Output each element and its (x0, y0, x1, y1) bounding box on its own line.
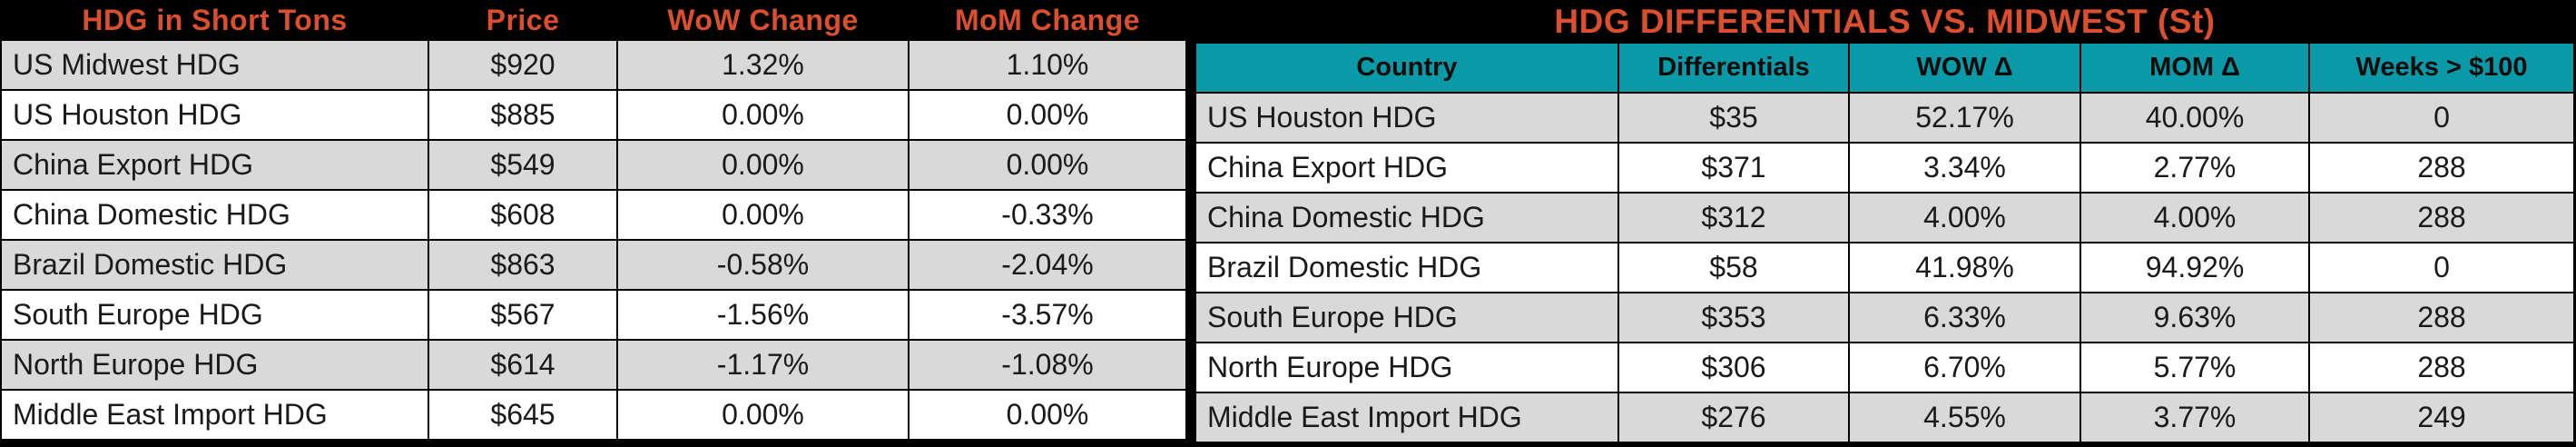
region-name-cell: North Europe HDG (0, 339, 429, 391)
country-name-cell: China Domestic HDG (1195, 192, 1619, 243)
wow-change-cell: -1.17% (616, 339, 909, 391)
wow-delta-cell: 4.00% (1848, 192, 2081, 243)
left-table-row: US Houston HDG $885 0.00% 0.00% (0, 89, 1187, 141)
mom-change-cell: -2.04% (908, 239, 1187, 291)
left-table-title: HDG in Short Tons (0, 0, 429, 41)
right-table-title-row: HDG DIFFERENTIALS VS. MIDWEST (St) (1194, 0, 2576, 44)
right-table-row: US Houston HDG $35 52.17% 40.00% 0 (1195, 92, 2576, 144)
price-cell: $885 (428, 89, 618, 141)
left-table-row: China Domestic HDG $608 0.00% -0.33% (0, 189, 1187, 241)
hdg-short-tons-table: HDG in Short Tons Price WoW Change MoM C… (0, 0, 1187, 441)
region-name-cell: South Europe HDG (0, 289, 429, 341)
left-table-row: US Midwest HDG $920 1.32% 1.10% (0, 39, 1187, 91)
wow-change-cell: 0.00% (616, 89, 909, 141)
weeks-over-100-column-header: Weeks > $100 (2307, 42, 2576, 94)
weeks-over-100-cell: 288 (2307, 142, 2576, 194)
differential-cell: $35 (1617, 92, 1850, 144)
wow-change-cell: -1.56% (616, 289, 909, 341)
differential-cell: $353 (1617, 292, 1850, 343)
differential-cell: $276 (1617, 392, 1850, 443)
differential-cell: $306 (1617, 342, 1850, 393)
mom-delta-cell: 40.00% (2079, 92, 2310, 144)
weeks-over-100-cell: 0 (2307, 92, 2576, 144)
right-table-row: China Domestic HDG $312 4.00% 4.00% 288 (1195, 192, 2576, 243)
right-table-header-row: Country Differentials WOW Δ MOM Δ Weeks … (1195, 42, 2576, 94)
price-cell: $863 (428, 239, 618, 291)
country-name-cell: US Houston HDG (1195, 92, 1619, 144)
weeks-over-100-cell: 0 (2307, 242, 2576, 293)
country-name-cell: South Europe HDG (1195, 292, 1619, 343)
wow-change-column-header: WoW Change (616, 0, 909, 41)
differential-cell: $58 (1617, 242, 1850, 293)
weeks-over-100-cell: 288 (2307, 342, 2576, 393)
wow-delta-cell: 4.55% (1848, 392, 2081, 443)
mom-change-cell: -0.33% (908, 189, 1187, 241)
wow-change-cell: 0.00% (616, 139, 909, 191)
mom-delta-cell: 5.77% (2079, 342, 2310, 393)
wow-delta-cell: 41.98% (1848, 242, 2081, 293)
mom-delta-cell: 2.77% (2079, 142, 2310, 194)
region-name-cell: Middle East Import HDG (0, 389, 429, 441)
weeks-over-100-cell: 249 (2307, 392, 2576, 443)
price-column-header: Price (428, 0, 618, 41)
weeks-over-100-cell: 288 (2307, 192, 2576, 243)
weeks-over-100-cell: 288 (2307, 292, 2576, 343)
differentials-column-header: Differentials (1617, 42, 1850, 94)
mom-change-column-header: MoM Change (908, 0, 1187, 41)
left-table-row: Middle East Import HDG $645 0.00% 0.00% (0, 389, 1187, 441)
country-name-cell: Middle East Import HDG (1195, 392, 1619, 443)
mom-delta-column-header: MOM Δ (2079, 42, 2310, 94)
right-table-row: China Export HDG $371 3.34% 2.77% 288 (1195, 142, 2576, 194)
region-name-cell: US Midwest HDG (0, 39, 429, 91)
mom-change-cell: 0.00% (908, 89, 1187, 141)
wow-delta-cell: 6.33% (1848, 292, 2081, 343)
hdg-differentials-table: HDG DIFFERENTIALS VS. MIDWEST (St) Count… (1194, 0, 2576, 443)
mom-delta-cell: 4.00% (2079, 192, 2310, 243)
left-table-row: China Export HDG $549 0.00% 0.00% (0, 139, 1187, 191)
price-cell: $614 (428, 339, 618, 391)
region-name-cell: US Houston HDG (0, 89, 429, 141)
price-cell: $567 (428, 289, 618, 341)
differential-cell: $371 (1617, 142, 1850, 194)
left-table-row: North Europe HDG $614 -1.17% -1.08% (0, 339, 1187, 391)
country-column-header: Country (1195, 42, 1619, 94)
mom-change-cell: 1.10% (908, 39, 1187, 91)
differential-cell: $312 (1617, 192, 1850, 243)
wow-delta-cell: 52.17% (1848, 92, 2081, 144)
right-table-row: South Europe HDG $353 6.33% 9.63% 288 (1195, 292, 2576, 343)
mom-delta-cell: 94.92% (2079, 242, 2310, 293)
country-name-cell: Brazil Domestic HDG (1195, 242, 1619, 293)
mom-change-cell: -1.08% (908, 339, 1187, 391)
price-cell: $549 (428, 139, 618, 191)
mom-delta-cell: 9.63% (2079, 292, 2310, 343)
wow-change-cell: 1.32% (616, 39, 909, 91)
price-cell: $645 (428, 389, 618, 441)
wow-change-cell: 0.00% (616, 189, 909, 241)
left-table-row: South Europe HDG $567 -1.56% -3.57% (0, 289, 1187, 341)
mom-change-cell: 0.00% (908, 389, 1187, 441)
wow-delta-cell: 6.70% (1848, 342, 2081, 393)
wow-delta-column-header: WOW Δ (1848, 42, 2081, 94)
wow-change-cell: -0.58% (616, 239, 909, 291)
price-cell: $608 (428, 189, 618, 241)
left-table-row: Brazil Domestic HDG $863 -0.58% -2.04% (0, 239, 1187, 291)
left-table-header-row: HDG in Short Tons Price WoW Change MoM C… (0, 0, 1187, 41)
wow-delta-cell: 3.34% (1848, 142, 2081, 194)
mom-delta-cell: 3.77% (2079, 392, 2310, 443)
right-table-title: HDG DIFFERENTIALS VS. MIDWEST (St) (1194, 0, 2576, 44)
right-table-row: Brazil Domestic HDG $58 41.98% 94.92% 0 (1195, 242, 2576, 293)
country-name-cell: China Export HDG (1195, 142, 1619, 194)
right-table-row: Middle East Import HDG $276 4.55% 3.77% 249 (1195, 392, 2576, 443)
region-name-cell: China Domestic HDG (0, 189, 429, 241)
region-name-cell: Brazil Domestic HDG (0, 239, 429, 291)
mom-change-cell: -3.57% (908, 289, 1187, 341)
wow-change-cell: 0.00% (616, 389, 909, 441)
region-name-cell: China Export HDG (0, 139, 429, 191)
country-name-cell: North Europe HDG (1195, 342, 1619, 393)
mom-change-cell: 0.00% (908, 139, 1187, 191)
right-table-row: North Europe HDG $306 6.70% 5.77% 288 (1195, 342, 2576, 393)
price-cell: $920 (428, 39, 618, 91)
